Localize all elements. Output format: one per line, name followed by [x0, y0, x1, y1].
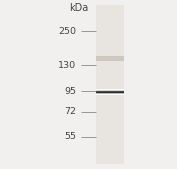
- Bar: [96, 92, 124, 93]
- Bar: [96, 90, 124, 91]
- Bar: [96, 5, 124, 164]
- Bar: [96, 56, 124, 61]
- Bar: [96, 94, 124, 95]
- Text: kDa: kDa: [69, 3, 88, 13]
- Text: 250: 250: [58, 27, 76, 36]
- Text: 55: 55: [64, 132, 76, 141]
- Bar: [96, 89, 124, 90]
- Bar: [96, 94, 124, 95]
- Bar: [96, 93, 124, 94]
- Text: 72: 72: [64, 107, 76, 116]
- Bar: [96, 91, 124, 92]
- Text: 95: 95: [64, 87, 76, 96]
- Bar: [96, 93, 124, 94]
- Text: 130: 130: [58, 61, 76, 70]
